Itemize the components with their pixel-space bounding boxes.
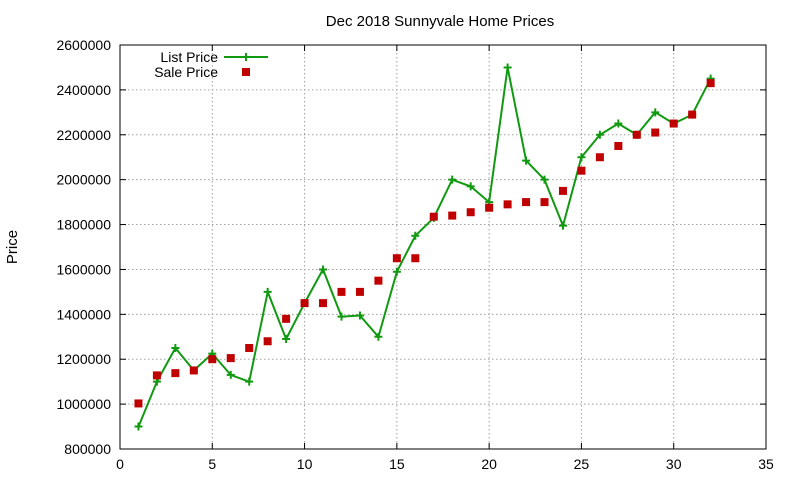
data-point-sale-price — [171, 369, 180, 378]
x-tick-label: 20 — [481, 456, 497, 472]
x-tick-label: 15 — [389, 456, 405, 472]
data-point-sale-price — [688, 110, 697, 119]
y-tick-label: 2400000 — [56, 82, 111, 98]
data-point-sale-price — [300, 299, 309, 308]
y-tick-label: 2200000 — [56, 127, 111, 143]
x-axis-ticks: 0 5 10 15 20 25 30 35 — [116, 45, 774, 472]
x-tick-label: 25 — [574, 456, 590, 472]
data-point-list-price — [374, 332, 383, 341]
legend-marker-list-price — [242, 53, 250, 61]
data-point-list-price — [466, 182, 475, 191]
data-point-sale-price — [577, 166, 586, 175]
data-point-sale-price — [263, 337, 272, 346]
y-tick-label: 800000 — [64, 441, 111, 457]
data-point-list-price — [540, 175, 549, 184]
data-point-list-price — [392, 267, 401, 276]
data-point-sale-price — [595, 153, 604, 162]
data-point-sale-price — [466, 208, 475, 217]
data-point-list-price — [134, 422, 143, 431]
data-point-list-price — [651, 108, 660, 117]
x-tick-label: 5 — [208, 456, 216, 472]
series-sale-price — [134, 79, 715, 408]
data-point-list-price — [282, 335, 291, 344]
data-point-list-price — [226, 370, 235, 379]
data-point-list-price — [595, 130, 604, 139]
data-point-sale-price — [134, 399, 143, 408]
data-point-sale-price — [189, 366, 198, 375]
data-point-list-price — [503, 63, 512, 72]
x-tick-label: 0 — [116, 456, 124, 472]
data-point-list-price — [319, 265, 328, 274]
x-tick-label: 35 — [758, 456, 774, 472]
data-point-sale-price — [632, 130, 641, 139]
data-point-sale-price — [429, 212, 438, 221]
x-tick-label: 30 — [666, 456, 682, 472]
data-point-list-price — [263, 287, 272, 296]
legend-label-sale-price: Sale Price — [154, 64, 218, 80]
data-point-sale-price — [319, 299, 328, 308]
data-point-sale-price — [337, 287, 346, 296]
data-point-list-price — [577, 153, 586, 162]
y-tick-label: 2000000 — [56, 172, 111, 188]
series — [134, 63, 715, 431]
data-point-sale-price — [669, 119, 678, 128]
legend-marker-sale-price — [242, 68, 250, 76]
data-point-list-price — [614, 119, 623, 128]
data-point-sale-price — [208, 355, 217, 364]
data-point-sale-price — [540, 198, 549, 207]
chart-title: Dec 2018 Sunnyvale Home Prices — [326, 13, 554, 30]
data-point-list-price — [448, 175, 457, 184]
grid — [120, 45, 766, 449]
y-tick-label: 1000000 — [56, 396, 111, 412]
y-axis-label: Price — [4, 230, 21, 264]
data-point-sale-price — [485, 203, 494, 212]
data-point-sale-price — [558, 186, 567, 195]
legend: List Price Sale Price — [154, 49, 268, 80]
data-point-sale-price — [226, 354, 235, 363]
data-point-sale-price — [651, 128, 660, 137]
y-axis-ticks: 800000 1000000 1200000 1400000 1600000 180000… — [56, 37, 766, 457]
data-point-sale-price — [503, 200, 512, 209]
data-point-sale-price — [706, 79, 715, 88]
y-tick-label: 1400000 — [56, 306, 111, 322]
data-point-sale-price — [522, 198, 531, 207]
data-point-list-price — [171, 344, 180, 352]
data-point-sale-price — [614, 142, 623, 150]
y-tick-label: 1800000 — [56, 217, 111, 233]
data-point-list-price — [337, 312, 346, 321]
data-point-sale-price — [282, 314, 291, 323]
legend-label-list-price: List Price — [160, 49, 218, 65]
data-point-list-price — [558, 221, 567, 230]
series-list-price — [134, 63, 715, 431]
data-point-list-price — [522, 156, 531, 165]
y-tick-label: 1600000 — [56, 261, 111, 277]
y-tick-label: 1200000 — [56, 351, 111, 367]
data-point-list-price — [411, 231, 420, 240]
plot-frame — [119, 44, 767, 450]
data-point-sale-price — [374, 276, 383, 285]
data-point-sale-price — [392, 254, 401, 263]
data-point-list-price — [245, 377, 254, 386]
series-line-list-price — [137, 66, 712, 427]
data-point-sale-price — [355, 287, 364, 296]
y-tick-label: 2600000 — [56, 37, 111, 53]
x-tick-label: 10 — [297, 456, 313, 472]
data-point-sale-price — [245, 344, 254, 352]
data-point-sale-price — [152, 371, 161, 380]
data-point-sale-price — [448, 211, 457, 220]
data-point-list-price — [355, 311, 364, 320]
data-point-sale-price — [411, 254, 420, 263]
